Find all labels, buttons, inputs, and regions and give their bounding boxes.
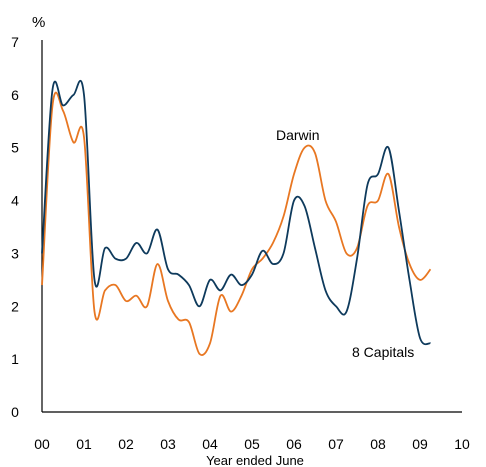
y-tick-label: 5 bbox=[11, 140, 19, 156]
y-tick-label: 0 bbox=[11, 404, 19, 420]
series-label-darwin: Darwin bbox=[276, 127, 320, 143]
x-tick-label: 04 bbox=[202, 436, 218, 452]
x-axis-title: Year ended June bbox=[206, 453, 304, 467]
y-tick-label: 4 bbox=[11, 193, 19, 209]
y-tick-labels: 0 1 2 3 4 5 6 7 bbox=[11, 34, 19, 420]
x-tick-labels: 00 01 02 03 04 05 06 07 08 09 10 bbox=[34, 436, 470, 452]
y-tick-label: 7 bbox=[11, 34, 19, 50]
x-tick-label: 08 bbox=[370, 436, 386, 452]
series-lines bbox=[41, 79, 432, 356]
x-tick-label: 05 bbox=[244, 436, 260, 452]
x-tick-label: 10 bbox=[454, 436, 470, 452]
x-tick-label: 09 bbox=[412, 436, 428, 452]
y-tick-label: 6 bbox=[11, 87, 19, 103]
x-tick-label: 00 bbox=[34, 436, 50, 452]
series-line-8-capitals bbox=[41, 79, 431, 346]
series-label-8-capitals: 8 Capitals bbox=[352, 344, 414, 360]
y-tick-label: 2 bbox=[11, 298, 19, 314]
series-line-darwin bbox=[41, 91, 432, 356]
x-tick-label: 02 bbox=[118, 436, 134, 452]
x-tick-label: 03 bbox=[160, 436, 176, 452]
x-tick-label: 06 bbox=[286, 436, 302, 452]
y-tick-label: 1 bbox=[11, 351, 19, 367]
x-tick-label: 07 bbox=[328, 436, 344, 452]
x-tick-label: 01 bbox=[76, 436, 92, 452]
y-axis-unit-label: % bbox=[32, 14, 45, 31]
y-tick-label: 3 bbox=[11, 245, 19, 261]
